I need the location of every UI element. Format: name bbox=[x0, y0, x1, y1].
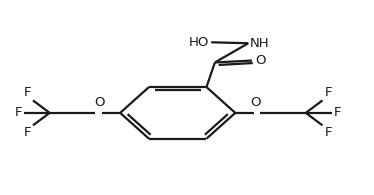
Text: O: O bbox=[95, 96, 105, 109]
Text: NH: NH bbox=[250, 37, 270, 50]
Text: F: F bbox=[24, 126, 31, 139]
Text: F: F bbox=[334, 106, 341, 119]
Text: O: O bbox=[251, 96, 261, 109]
Text: HO: HO bbox=[189, 36, 209, 49]
Text: F: F bbox=[324, 86, 332, 99]
Text: F: F bbox=[14, 106, 22, 119]
Text: F: F bbox=[24, 86, 31, 99]
Text: F: F bbox=[324, 126, 332, 139]
Text: O: O bbox=[256, 54, 266, 67]
